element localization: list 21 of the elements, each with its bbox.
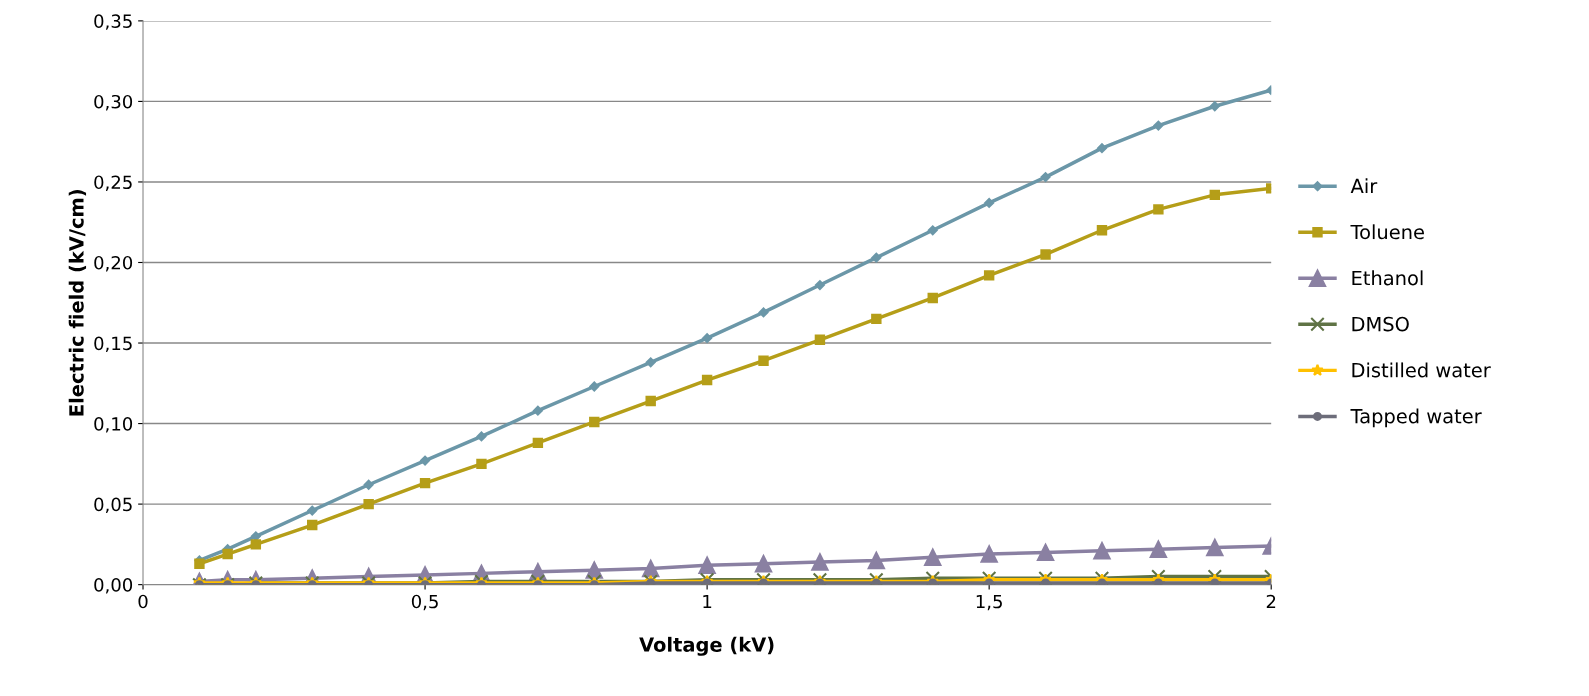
x-tick-label: 0,5 <box>411 594 438 611</box>
legend-label: Distilled water <box>1352 362 1491 378</box>
legend-label: DMSO <box>1352 316 1409 332</box>
y-tick-label: 0,25 <box>94 175 132 191</box>
y-axis-title: Electric field (kV/cm) <box>68 190 87 416</box>
legend-label: Ethanol <box>1352 270 1423 286</box>
legend-label: Tapped water <box>1350 408 1482 428</box>
x-tick-label: 1,5 <box>976 594 1002 611</box>
x-axis-title: Voltage (kV) <box>639 636 774 656</box>
legend-label: Toluene <box>1350 224 1424 240</box>
x-tick-label: 1 <box>703 594 712 609</box>
x-tick-label: 0 <box>138 594 148 609</box>
y-tick-label: 0,10 <box>94 417 133 433</box>
y-tick-label: 0,30 <box>94 94 133 111</box>
y-tick-label: 0,00 <box>94 578 133 594</box>
y-tick-label: 0,05 <box>94 497 132 514</box>
x-tick-label: 2 <box>1266 594 1276 609</box>
y-tick-label: 0,20 <box>94 255 133 272</box>
y-tick-label: 0,15 <box>94 336 132 352</box>
y-tick-label: 0,35 <box>94 14 132 30</box>
legend-label: Air <box>1350 178 1378 194</box>
